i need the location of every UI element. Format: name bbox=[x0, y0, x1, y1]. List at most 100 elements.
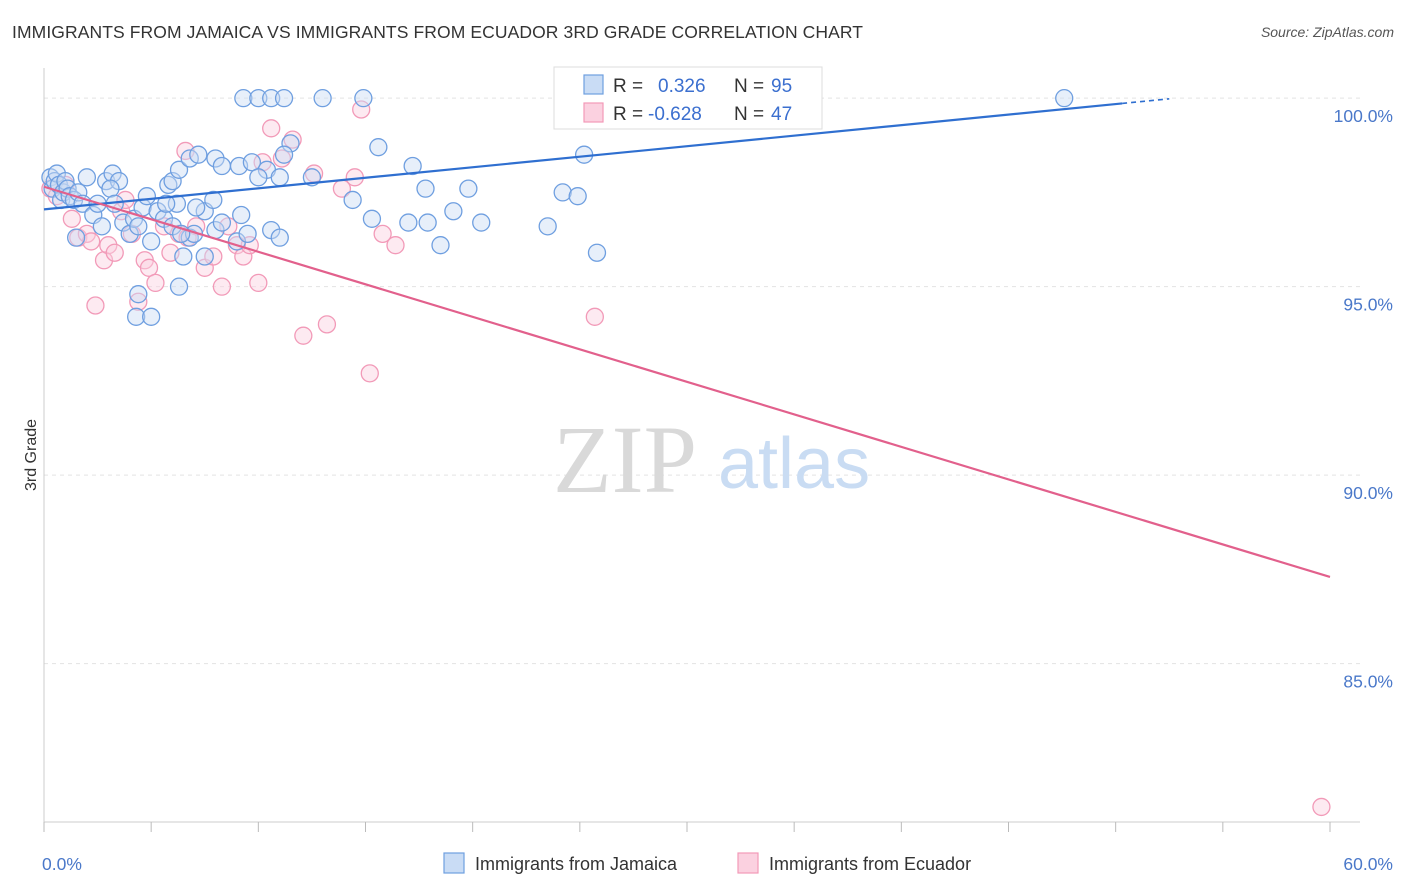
ecuador-point bbox=[62, 209, 82, 228]
jamaica-point bbox=[431, 236, 450, 255]
jamaica-point bbox=[67, 228, 86, 247]
legend-swatch-jamaica bbox=[443, 852, 465, 874]
jamaica-point bbox=[127, 307, 146, 326]
stats-n-value-jamaica: 95 bbox=[771, 76, 792, 97]
jamaica-point bbox=[472, 213, 491, 232]
watermark-atlas: atlas bbox=[718, 424, 870, 504]
jamaica-point bbox=[129, 285, 148, 304]
jamaica-point bbox=[195, 247, 214, 266]
jamaica-point bbox=[313, 89, 332, 108]
jamaica-point bbox=[270, 228, 289, 247]
y-tick-label: 90.0% bbox=[1343, 483, 1393, 503]
trend-lines bbox=[43, 98, 1331, 579]
ecuador-point bbox=[86, 296, 105, 315]
jamaica-point bbox=[169, 277, 189, 296]
ecuador-point bbox=[105, 243, 124, 262]
ecuador-point bbox=[317, 315, 337, 334]
ecuador-point bbox=[294, 326, 313, 345]
x-tick-label: 60.0% bbox=[1343, 854, 1393, 874]
jamaica-point bbox=[174, 247, 193, 266]
ecuador-point bbox=[212, 277, 232, 296]
ecuador-point bbox=[129, 292, 148, 311]
jamaica-point bbox=[262, 89, 281, 108]
jamaica-point bbox=[212, 156, 232, 176]
jamaica-point bbox=[281, 134, 300, 153]
jamaica-point bbox=[274, 145, 294, 164]
jamaica-point bbox=[169, 160, 189, 179]
ecuador-point bbox=[82, 232, 101, 251]
y-tick-label: 100.0% bbox=[1334, 106, 1393, 126]
legend-swatch-ecuador bbox=[737, 852, 759, 874]
jamaica-point bbox=[157, 194, 176, 213]
jamaica-point bbox=[416, 179, 435, 198]
y-tick-label: 95.0% bbox=[1343, 295, 1393, 315]
jamaica-point bbox=[142, 232, 161, 251]
jamaica-point bbox=[1055, 89, 1074, 108]
ecuador-point bbox=[139, 258, 159, 277]
stats-r-label-jamaica: R = bbox=[613, 76, 643, 97]
jamaica-point bbox=[362, 209, 382, 228]
y-tick-label: 85.0% bbox=[1343, 672, 1393, 692]
jamaica-point bbox=[403, 156, 422, 176]
jamaica-point bbox=[103, 164, 122, 183]
ecuador-point bbox=[373, 224, 392, 244]
stats-r-value-ecuador: -0.628 bbox=[648, 104, 702, 125]
ecuador-point bbox=[585, 307, 604, 326]
jamaica-point bbox=[538, 217, 557, 236]
jamaica-point bbox=[101, 179, 120, 198]
jamaica-point bbox=[238, 224, 257, 244]
x-tick-labels: 0.0% 60.0% bbox=[42, 854, 1393, 874]
axes bbox=[43, 68, 1360, 823]
jamaica-point bbox=[137, 187, 157, 206]
watermark-zip: ZIP bbox=[553, 406, 697, 513]
jamaica-point bbox=[568, 187, 587, 206]
trend-line-jamaica-extension bbox=[1122, 98, 1170, 105]
gridlines bbox=[44, 97, 1360, 665]
jamaica-point bbox=[249, 168, 268, 187]
ecuador-point bbox=[1312, 797, 1331, 817]
ecuador-point bbox=[99, 236, 118, 255]
legend: Immigrants from Jamaica Immigrants from … bbox=[443, 852, 971, 874]
chart-source: Source: ZipAtlas.com bbox=[1260, 24, 1394, 40]
stats-box: R = 0.326 N = 95 R = -0.628 N = 47 bbox=[553, 66, 823, 130]
jamaica-point bbox=[369, 138, 388, 157]
jamaica-point bbox=[418, 213, 437, 232]
jamaica-point bbox=[77, 168, 97, 187]
jamaica-point bbox=[129, 217, 148, 236]
legend-label-ecuador: Immigrants from Ecuador bbox=[769, 854, 971, 874]
y-tick-labels: 100.0% 95.0% 90.0% 85.0% bbox=[1334, 106, 1393, 692]
stats-r-label-ecuador: R = bbox=[613, 104, 643, 125]
jamaica-point bbox=[163, 171, 182, 191]
ecuador-point bbox=[146, 273, 165, 293]
jamaica-point bbox=[274, 89, 294, 108]
jamaica-point bbox=[354, 89, 373, 108]
jamaica-point bbox=[187, 198, 206, 217]
trend-line-jamaica bbox=[43, 102, 1123, 211]
jamaica-point bbox=[444, 202, 463, 221]
jamaica-point bbox=[204, 190, 223, 210]
ecuador-point bbox=[262, 119, 281, 138]
legend-label-jamaica: Immigrants from Jamaica bbox=[475, 854, 678, 874]
y-axis-label: 3rd Grade bbox=[23, 419, 40, 491]
jamaica-point bbox=[234, 89, 253, 108]
jamaica-point bbox=[212, 213, 232, 232]
jamaica-point bbox=[242, 153, 262, 172]
ecuador-point bbox=[360, 364, 379, 383]
stats-n-label-jamaica: N = bbox=[734, 76, 764, 97]
series-ecuador-points bbox=[41, 100, 1331, 817]
jamaica-point bbox=[249, 89, 268, 108]
jamaica-point bbox=[142, 307, 161, 326]
jamaica-point bbox=[206, 149, 225, 168]
series-jamaica-points bbox=[41, 89, 1074, 326]
jamaica-point bbox=[343, 190, 362, 210]
jamaica-point bbox=[114, 213, 133, 232]
stats-n-value-ecuador: 47 bbox=[771, 104, 792, 125]
jamaica-point bbox=[56, 171, 75, 191]
trend-line-ecuador bbox=[43, 185, 1331, 579]
jamaica-point bbox=[399, 213, 418, 232]
stats-swatch-ecuador bbox=[583, 102, 604, 123]
jamaica-point bbox=[587, 243, 607, 262]
chart-title: IMMIGRANTS FROM JAMAICA VS IMMIGRANTS FR… bbox=[12, 22, 864, 42]
ecuador-point bbox=[249, 273, 268, 293]
